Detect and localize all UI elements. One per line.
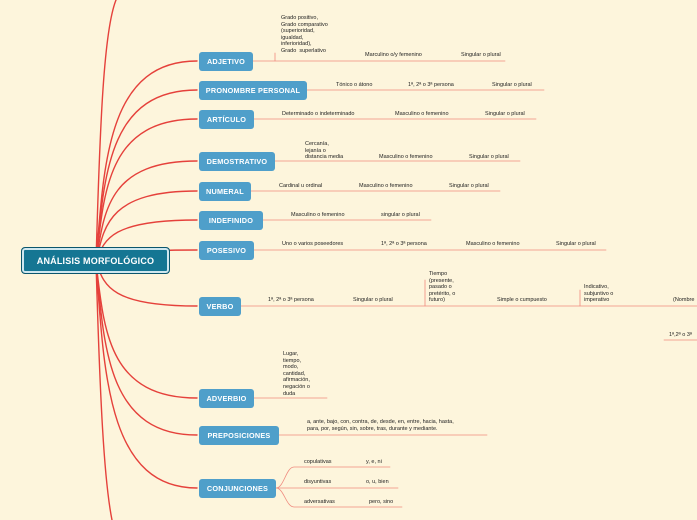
- demostrativo-distancia: Cercanía, lejanía o distancia media: [305, 141, 344, 161]
- verbo-nombre-truncado: (Nombre: [673, 297, 695, 303]
- pronombre-persona: 1ª, 2ª o 3ª persona: [408, 82, 454, 88]
- link-root-preposiciones: [95, 261, 198, 436]
- node-numeral[interactable]: NUMERAL: [199, 182, 251, 201]
- node-posesivo[interactable]: POSESIVO: [199, 241, 254, 260]
- pronombre-tonicidad: Tónico o átono: [336, 82, 373, 88]
- link-root-pronombre: [95, 89, 198, 263]
- conjunciones-copulativas: copulativas: [304, 459, 332, 465]
- conjunciones-disyuntivas: disyuntivas: [304, 479, 332, 485]
- link-root-adverbio: [95, 261, 198, 399]
- posesivo-numero: Singular o plural: [556, 241, 596, 247]
- articulo-tipo: Determinado o indeterminado: [282, 111, 355, 117]
- verbo-numero: Singular o plural: [353, 297, 393, 303]
- node-pronombre-personal[interactable]: PRONOMBRE PERSONAL: [199, 81, 307, 100]
- node-adjetivo[interactable]: ADJETIVO: [199, 52, 253, 71]
- link-root-bottom: [95, 261, 113, 520]
- demostrativo-genero: Masculino o femenino: [379, 154, 433, 160]
- node-articulo[interactable]: ARTÍCULO: [199, 110, 254, 129]
- pronombre-numero: Singular o plural: [492, 82, 532, 88]
- link-root-articulo: [95, 118, 198, 263]
- numeral-genero: Masculino o femenino: [359, 183, 413, 189]
- conjunciones-adversativas-ejemplos: pero, sino: [369, 499, 394, 505]
- articulo-genero: Masculino o femenino: [395, 111, 449, 117]
- verbo-aspecto: Simple o cumpuesto: [497, 297, 547, 303]
- conjunciones-copulativas-ejemplos: y, e, ni: [366, 459, 382, 465]
- link-conj-copulativas: [275, 466, 391, 489]
- articulo-numero: Singular o plural: [485, 111, 525, 117]
- posesivo-poseedores: Uno o varios poseedores: [282, 241, 344, 247]
- indefinido-genero: Masculino o femenino: [291, 212, 345, 218]
- link-root-top: [95, 0, 117, 263]
- root-topic[interactable]: ANÁLISIS MORFOLÓGICO: [21, 247, 170, 274]
- verbo-persona: 1ª, 2ª o 3ª persona: [268, 297, 314, 303]
- link-root-demostrativo: [95, 160, 198, 263]
- demostrativo-numero: Singular o plural: [469, 154, 509, 160]
- indefinido-numero: singular o plural: [381, 212, 420, 218]
- node-preposiciones[interactable]: PREPOSICIONES: [199, 426, 279, 445]
- posesivo-persona: 1ª, 2ª o 3ª persona: [381, 241, 427, 247]
- verbo-modo: Indicativo, subjuntivo o imperativo: [584, 284, 614, 304]
- adverbio-tipos: Lugar, tiempo, modo, cantidad, afirmació…: [283, 351, 310, 397]
- conjunciones-disyuntivas-ejemplos: o, u, bien: [366, 479, 389, 485]
- node-verbo[interactable]: VERBO: [199, 297, 241, 316]
- verbo-tiempo: Tiempo (presente, pasado o pretérito, o …: [429, 271, 456, 304]
- node-demostrativo[interactable]: DEMOSTRATIVO: [199, 152, 275, 171]
- adjetivo-genero: Marculino o/y femenino: [365, 52, 422, 58]
- numeral-tipo: Cardinal u ordinal: [279, 183, 323, 189]
- node-adverbio[interactable]: ADVERBIO: [199, 389, 254, 408]
- posesivo-genero: Masculino o femenino: [466, 241, 520, 247]
- node-indefinido[interactable]: INDEFINIDO: [199, 211, 263, 230]
- adjetivo-numero: Singular o plural: [461, 52, 501, 58]
- node-conjunciones[interactable]: CONJUNCIONES: [199, 479, 276, 498]
- link-conj-adversativas: [275, 487, 403, 508]
- link-root-conjunciones: [95, 261, 198, 489]
- preposiciones-lista: a, ante, bajo, con, contra, de, desde, e…: [307, 419, 454, 432]
- conjunciones-adversativas: adversativas: [304, 499, 335, 505]
- verbo-persona-truncado: 1ª,2ª o 3ª: [669, 332, 692, 338]
- numeral-numero: Singular o plural: [449, 183, 489, 189]
- adjetivo-grado: Grado positivo, Grado comparativo (super…: [281, 15, 328, 54]
